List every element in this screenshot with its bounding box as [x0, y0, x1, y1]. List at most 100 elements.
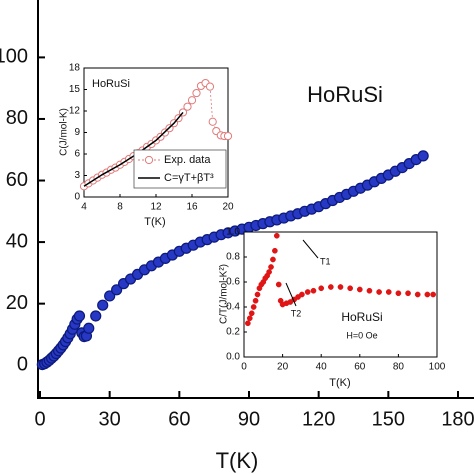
data-point [347, 285, 353, 292]
data-point [272, 247, 278, 254]
y-tick-label: 0.8 [226, 252, 240, 263]
y-tick-label: 15 [69, 84, 81, 95]
y-tick-label: 1.0 [226, 227, 240, 238]
y-tick-label: 0 [74, 192, 80, 203]
data-point [254, 291, 261, 298]
data-point [405, 290, 411, 297]
x-tick-label: 60 [168, 408, 190, 430]
data-point [299, 291, 305, 298]
x-tick-label: 150 [372, 408, 405, 430]
y-tick-label: 0.4 [226, 302, 240, 313]
data-point [414, 291, 421, 298]
data-point [430, 291, 436, 298]
x-tick-label: 20 [222, 202, 234, 213]
data-point [187, 96, 197, 105]
data-point [104, 290, 116, 302]
x-tick-label: 40 [316, 362, 328, 373]
data-point [266, 269, 272, 275]
x-tick-label: 100 [429, 362, 446, 373]
data-point [248, 310, 255, 317]
data-point [208, 117, 217, 126]
inset-plot: 0 20 40 60 80 100 0.0 0.2 0.4 0.6 0.8 1.0 T(K) C/T(J/… [219, 227, 446, 389]
data-point [270, 256, 276, 263]
y-axis-label: C/T(J/mol-K²) [219, 264, 230, 324]
data-point [97, 299, 109, 311]
x-tick-label: 180 [441, 408, 474, 430]
x-tick-label: 90 [238, 408, 260, 430]
data-point [328, 284, 334, 290]
data-point [246, 315, 253, 322]
x-tick-label: 60 [354, 362, 366, 373]
annotation: HoRuSi [307, 82, 383, 107]
data-point [337, 284, 344, 290]
data-point [304, 289, 311, 295]
plot-frame [37, 0, 474, 399]
data-point [111, 284, 123, 296]
y-axis-label: C(J/mol-K) [59, 108, 70, 156]
x-tick-label: 30 [99, 408, 121, 430]
data-point [366, 287, 373, 294]
y-tick-label: 12 [69, 106, 81, 117]
x-tick-label: 80 [393, 362, 405, 373]
y-tick-label: 0.2 [226, 327, 240, 338]
y-tick-label: 0.6 [226, 277, 240, 288]
y-tick-label: 40 [6, 230, 28, 252]
data-point [250, 304, 257, 310]
annotation: HoRuSi [341, 310, 382, 324]
x-tick-label: 12 [150, 202, 162, 213]
legend: Exp. data C=γT+βT³ [133, 149, 227, 189]
data-point [223, 131, 233, 141]
x-axis-label: T(K) [216, 448, 259, 473]
data-point [356, 286, 363, 293]
y-tick-label: 3 [74, 170, 80, 181]
legend-swatch [144, 155, 154, 165]
annotation: HoRuSi [92, 78, 130, 90]
y-tick-label: 80 [6, 107, 28, 129]
data-point [192, 88, 201, 98]
y-tick-label: 0.0 [226, 352, 240, 363]
y-tick-label: 100 [0, 46, 28, 68]
data-point [83, 322, 95, 334]
x-axis-label: T(K) [144, 216, 165, 228]
data-point [273, 232, 280, 239]
data-point [90, 310, 102, 322]
inset-plot: 4 8 12 16 20 0 3 6 9 12 15 18 T(K) C(J/mol-K) HoRuSi Ex… [59, 63, 234, 228]
x-tick-label: 16 [186, 202, 198, 213]
data-point [318, 285, 325, 292]
data-point [268, 264, 274, 270]
legend-label: C=γT+βT³ [164, 172, 214, 184]
data-point [275, 281, 282, 288]
y-tick-label: 9 [74, 127, 80, 138]
annotation: T1 [320, 256, 331, 266]
data-point [417, 150, 429, 162]
x-axis-label: T(K) [329, 377, 350, 389]
data-point [205, 82, 215, 91]
arrow [285, 282, 297, 307]
x-tick-label: 0 [241, 362, 247, 373]
data-point [183, 102, 192, 111]
x-tick-label: 20 [277, 362, 289, 373]
data-point [245, 320, 251, 327]
annotation: T2 [291, 308, 302, 318]
data-point [252, 297, 259, 304]
annotation: H=0 Oe [346, 330, 377, 340]
data-point [310, 287, 317, 294]
y-tick-label: 6 [74, 149, 80, 160]
legend-label: Exp. data [164, 154, 211, 166]
data-point [385, 289, 392, 295]
data-point [73, 310, 86, 322]
y-tick-label: 20 [6, 292, 28, 314]
data-point [376, 289, 382, 295]
y-tick-label: 60 [6, 169, 28, 191]
x-tick-label: 4 [81, 202, 87, 213]
arrow [302, 239, 319, 259]
x-tick-label: 120 [302, 408, 335, 430]
y-tick-label: 0 [17, 353, 28, 375]
data-point [424, 291, 431, 298]
x-tick-label: 0 [34, 408, 45, 430]
data-point [395, 290, 402, 297]
x-tick-label: 8 [117, 202, 123, 213]
